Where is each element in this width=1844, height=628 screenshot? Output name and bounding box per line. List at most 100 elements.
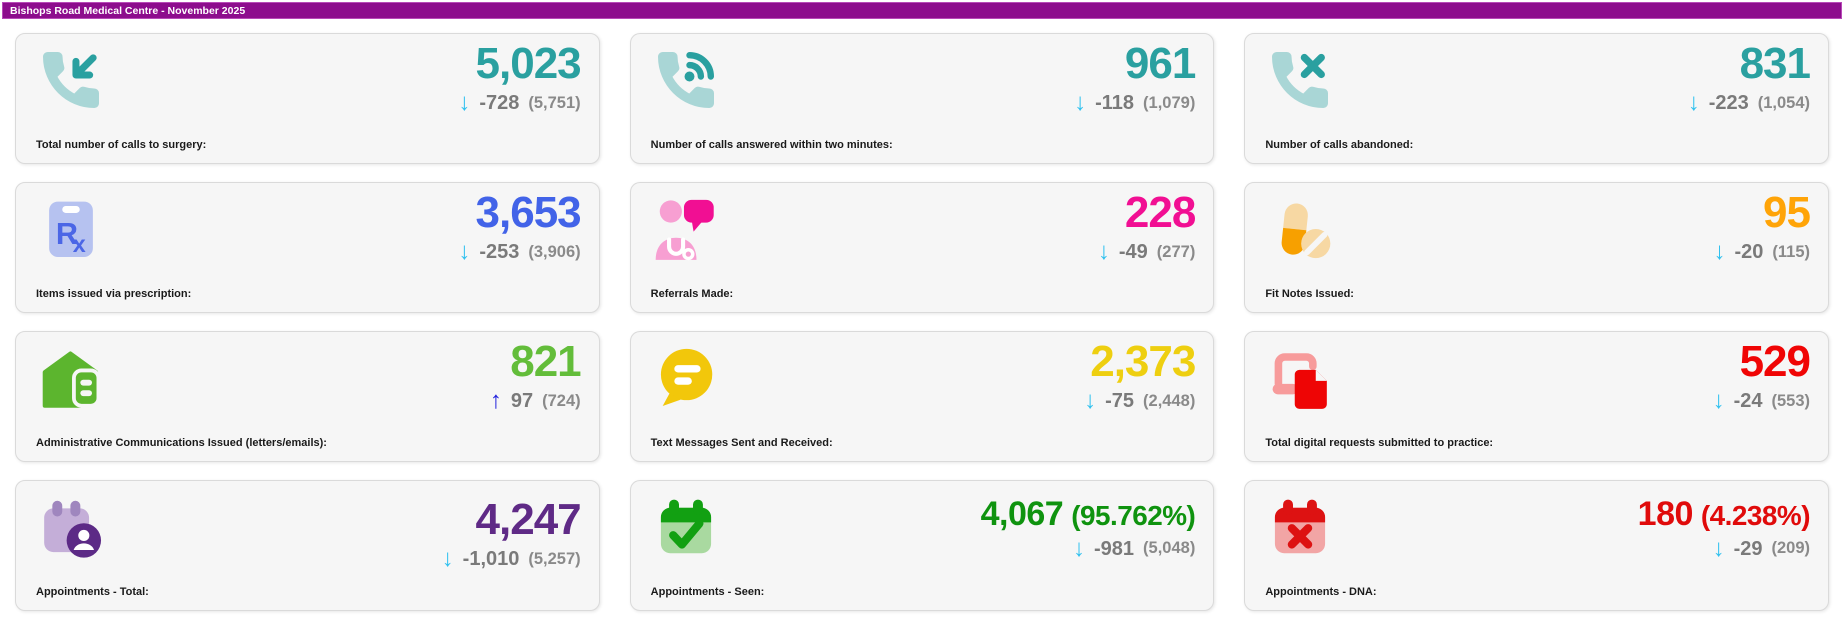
stats-grid: 5,023 ↓ -728 (5,751) Total number of cal… [0, 19, 1844, 625]
stat-change: ↓ -75 (2,448) [1084, 389, 1195, 413]
delta-value: -24 [1733, 390, 1763, 413]
stat-change: ↓ -118 (1,079) [1074, 91, 1195, 115]
text-messages-icon [651, 343, 721, 413]
phone-answered-icon [651, 45, 721, 115]
stat-value: 529 [1739, 337, 1811, 386]
stat-change: ↓ -253 (3,906) [458, 240, 580, 264]
stat-change: ↓ -29 (209) [1712, 534, 1810, 562]
svg-text:x: x [73, 231, 86, 257]
appointments-dna-icon [1265, 492, 1335, 562]
trend-down-icon: ↓ [1712, 534, 1725, 562]
trend-down-icon: ↓ [1074, 89, 1087, 117]
stat-card-calls-abandoned: 831 ↓ -223 (1,054) Number of calls aband… [1244, 33, 1829, 164]
stat-value: 831 [1739, 39, 1811, 88]
delta-value: -1,010 [462, 548, 520, 571]
trend-down-icon: ↓ [1713, 238, 1726, 266]
stat-label: Total number of calls to surgery: [36, 139, 207, 151]
stat-change: ↓ -24 (553) [1713, 389, 1810, 413]
stat-change: ↑ 97 (724) [490, 389, 581, 413]
window-title-bar: Bishops Road Medical Centre - November 2… [2, 2, 1842, 19]
stat-label: Appointments - Total: [36, 586, 149, 598]
delta-value: 97 [510, 390, 534, 413]
stat-label: Administrative Communications Issued (le… [36, 437, 327, 449]
appointments-total-icon [36, 492, 106, 562]
stat-value: 4,247 [475, 495, 582, 544]
stat-label: Fit Notes Issued: [1265, 288, 1354, 300]
fit-notes-icon [1265, 194, 1335, 264]
stat-card-appointments-seen: 4,067 (95.762%) ↓ -981 (5,048) Appointmen… [629, 480, 1215, 611]
delta-value: -49 [1118, 241, 1148, 264]
stat-value: 3,653 [475, 188, 582, 237]
stat-card-digital-requests: 529 ↓ -24 (553) Total digital requests s… [1244, 331, 1829, 462]
stat-label: Number of calls answered within two minu… [650, 139, 893, 151]
stat-label: Items issued via prescription: [36, 288, 192, 300]
stat-card-appointments-total: 4,247 ↓ -1,010 (5,257) Appointments - To… [15, 480, 600, 611]
stat-value: 821 [510, 337, 581, 386]
delta-value: -223 [1708, 92, 1749, 115]
previous-value: (1,054) [1757, 93, 1810, 112]
previous-value: (2,448) [1143, 391, 1196, 410]
stat-card-fit-notes: 95 ↓ -20 (115) Fit Notes Issued: [1244, 182, 1829, 313]
previous-value: (5,751) [528, 93, 581, 112]
referral-icon [651, 194, 721, 264]
trend-down-icon: ↓ [1084, 387, 1097, 415]
previous-value: (5,048) [1143, 539, 1196, 558]
trend-down-icon: ↓ [458, 89, 471, 117]
stat-change: ↓ -49 (277) [1098, 240, 1195, 264]
stat-label: Appointments - DNA: [1265, 586, 1377, 598]
previous-value: (1,079) [1143, 93, 1196, 112]
stat-value: 95 [1763, 188, 1811, 237]
stat-percent: (4.238%) [1700, 500, 1811, 531]
delta-value: -75 [1105, 390, 1135, 413]
trend-down-icon: ↓ [1073, 534, 1086, 562]
stat-value: 961 [1124, 39, 1196, 88]
stat-card-calls-answered: 961 ↓ -118 (1,079) Number of calls answe… [629, 33, 1215, 164]
stat-percent: (95.762%) [1071, 500, 1196, 531]
stat-card-admin-communications: 821 ↑ 97 (724) Administrative Communicat… [15, 331, 600, 462]
stat-change: ↓ -981 (5,048) [1073, 534, 1196, 562]
stat-value: 180 (4.238%) [1637, 495, 1811, 533]
stat-value: 228 [1124, 188, 1196, 237]
stat-change: ↓ -223 (1,054) [1688, 91, 1810, 115]
svg-text:R: R [56, 217, 78, 251]
trend-down-icon: ↓ [1097, 238, 1110, 266]
stat-value: 4,067 (95.762%) [980, 495, 1196, 533]
stat-label: Total digital requests submitted to prac… [1265, 437, 1494, 449]
stat-card-referrals: 228 ↓ -49 (277) Referrals Made: [629, 182, 1215, 313]
previous-value: (724) [542, 391, 581, 410]
stat-change: ↓ -728 (5,751) [458, 91, 580, 115]
phone-incoming-icon [36, 45, 106, 115]
stat-card-prescriptions: R x 3,653 ↓ -253 (3,906) Items issued vi… [15, 182, 600, 313]
stat-value: 2,373 [1090, 337, 1196, 386]
stat-change: ↓ -20 (115) [1713, 240, 1810, 264]
stat-label: Referrals Made: [650, 288, 734, 300]
previous-value: (209) [1771, 539, 1810, 558]
stat-label: Text Messages Sent and Received: [650, 437, 833, 449]
trend-down-icon: ↓ [441, 545, 454, 573]
prescription-icon: R x [36, 194, 106, 264]
stat-card-text-messages: 2,373 ↓ -75 (2,448) Text Messages Sent a… [629, 331, 1215, 462]
delta-value: -728 [479, 92, 520, 115]
digital-requests-icon [1265, 343, 1335, 413]
stat-label: Number of calls abandoned: [1265, 139, 1414, 151]
delta-value: -253 [479, 241, 520, 264]
trend-down-icon: ↓ [1687, 89, 1700, 117]
stat-card-appointments-dna: 180 (4.238%) ↓ -29 (209) Appointments - D… [1244, 480, 1829, 611]
stat-value: 5,023 [475, 39, 582, 88]
previous-value: (277) [1156, 242, 1196, 261]
trend-down-icon: ↓ [1712, 387, 1725, 415]
previous-value: (115) [1772, 242, 1810, 261]
trend-down-icon: ↓ [458, 238, 471, 266]
stat-label: Appointments - Seen: [650, 586, 765, 598]
admin-communications-icon [36, 343, 106, 413]
previous-value: (3,906) [528, 242, 581, 261]
delta-value: -20 [1734, 241, 1764, 264]
delta-value: -29 [1733, 537, 1763, 560]
stat-change: ↓ -1,010 (5,257) [442, 547, 581, 571]
delta-value: -118 [1095, 92, 1135, 115]
trend-up-icon: ↑ [489, 387, 502, 415]
appointments-seen-icon [651, 492, 721, 562]
page-title: Bishops Road Medical Centre - November 2… [10, 4, 246, 17]
stat-card-calls-total: 5,023 ↓ -728 (5,751) Total number of cal… [15, 33, 600, 164]
delta-value: -981 [1094, 537, 1135, 560]
